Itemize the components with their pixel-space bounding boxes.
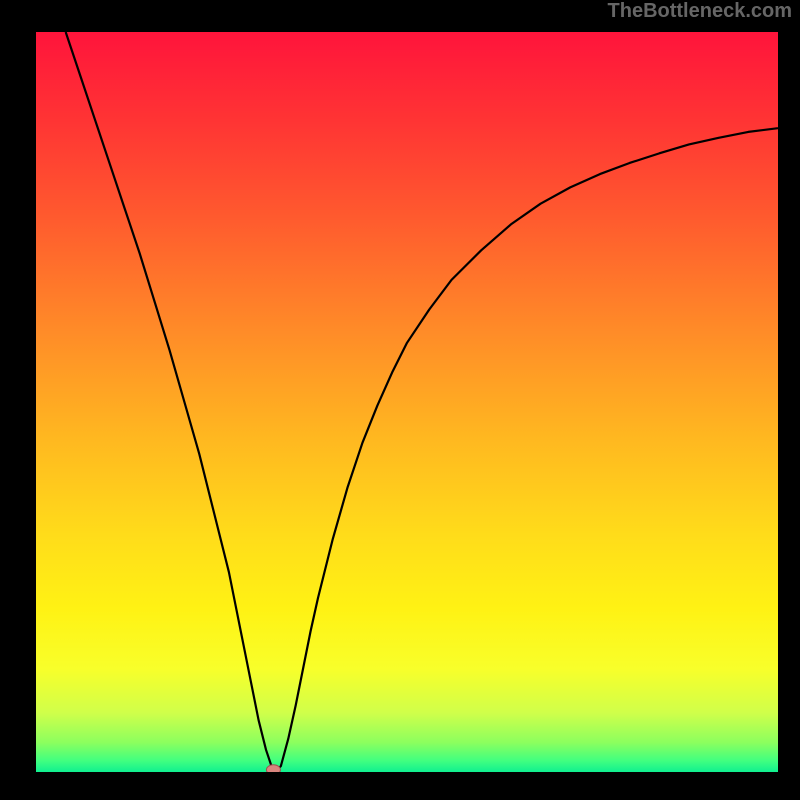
watermark-text: TheBottleneck.com bbox=[608, 0, 792, 23]
optimal-point-marker bbox=[266, 765, 280, 772]
bottleneck-chart: TheBottleneck.com bbox=[0, 0, 800, 800]
plot-svg bbox=[36, 32, 778, 772]
